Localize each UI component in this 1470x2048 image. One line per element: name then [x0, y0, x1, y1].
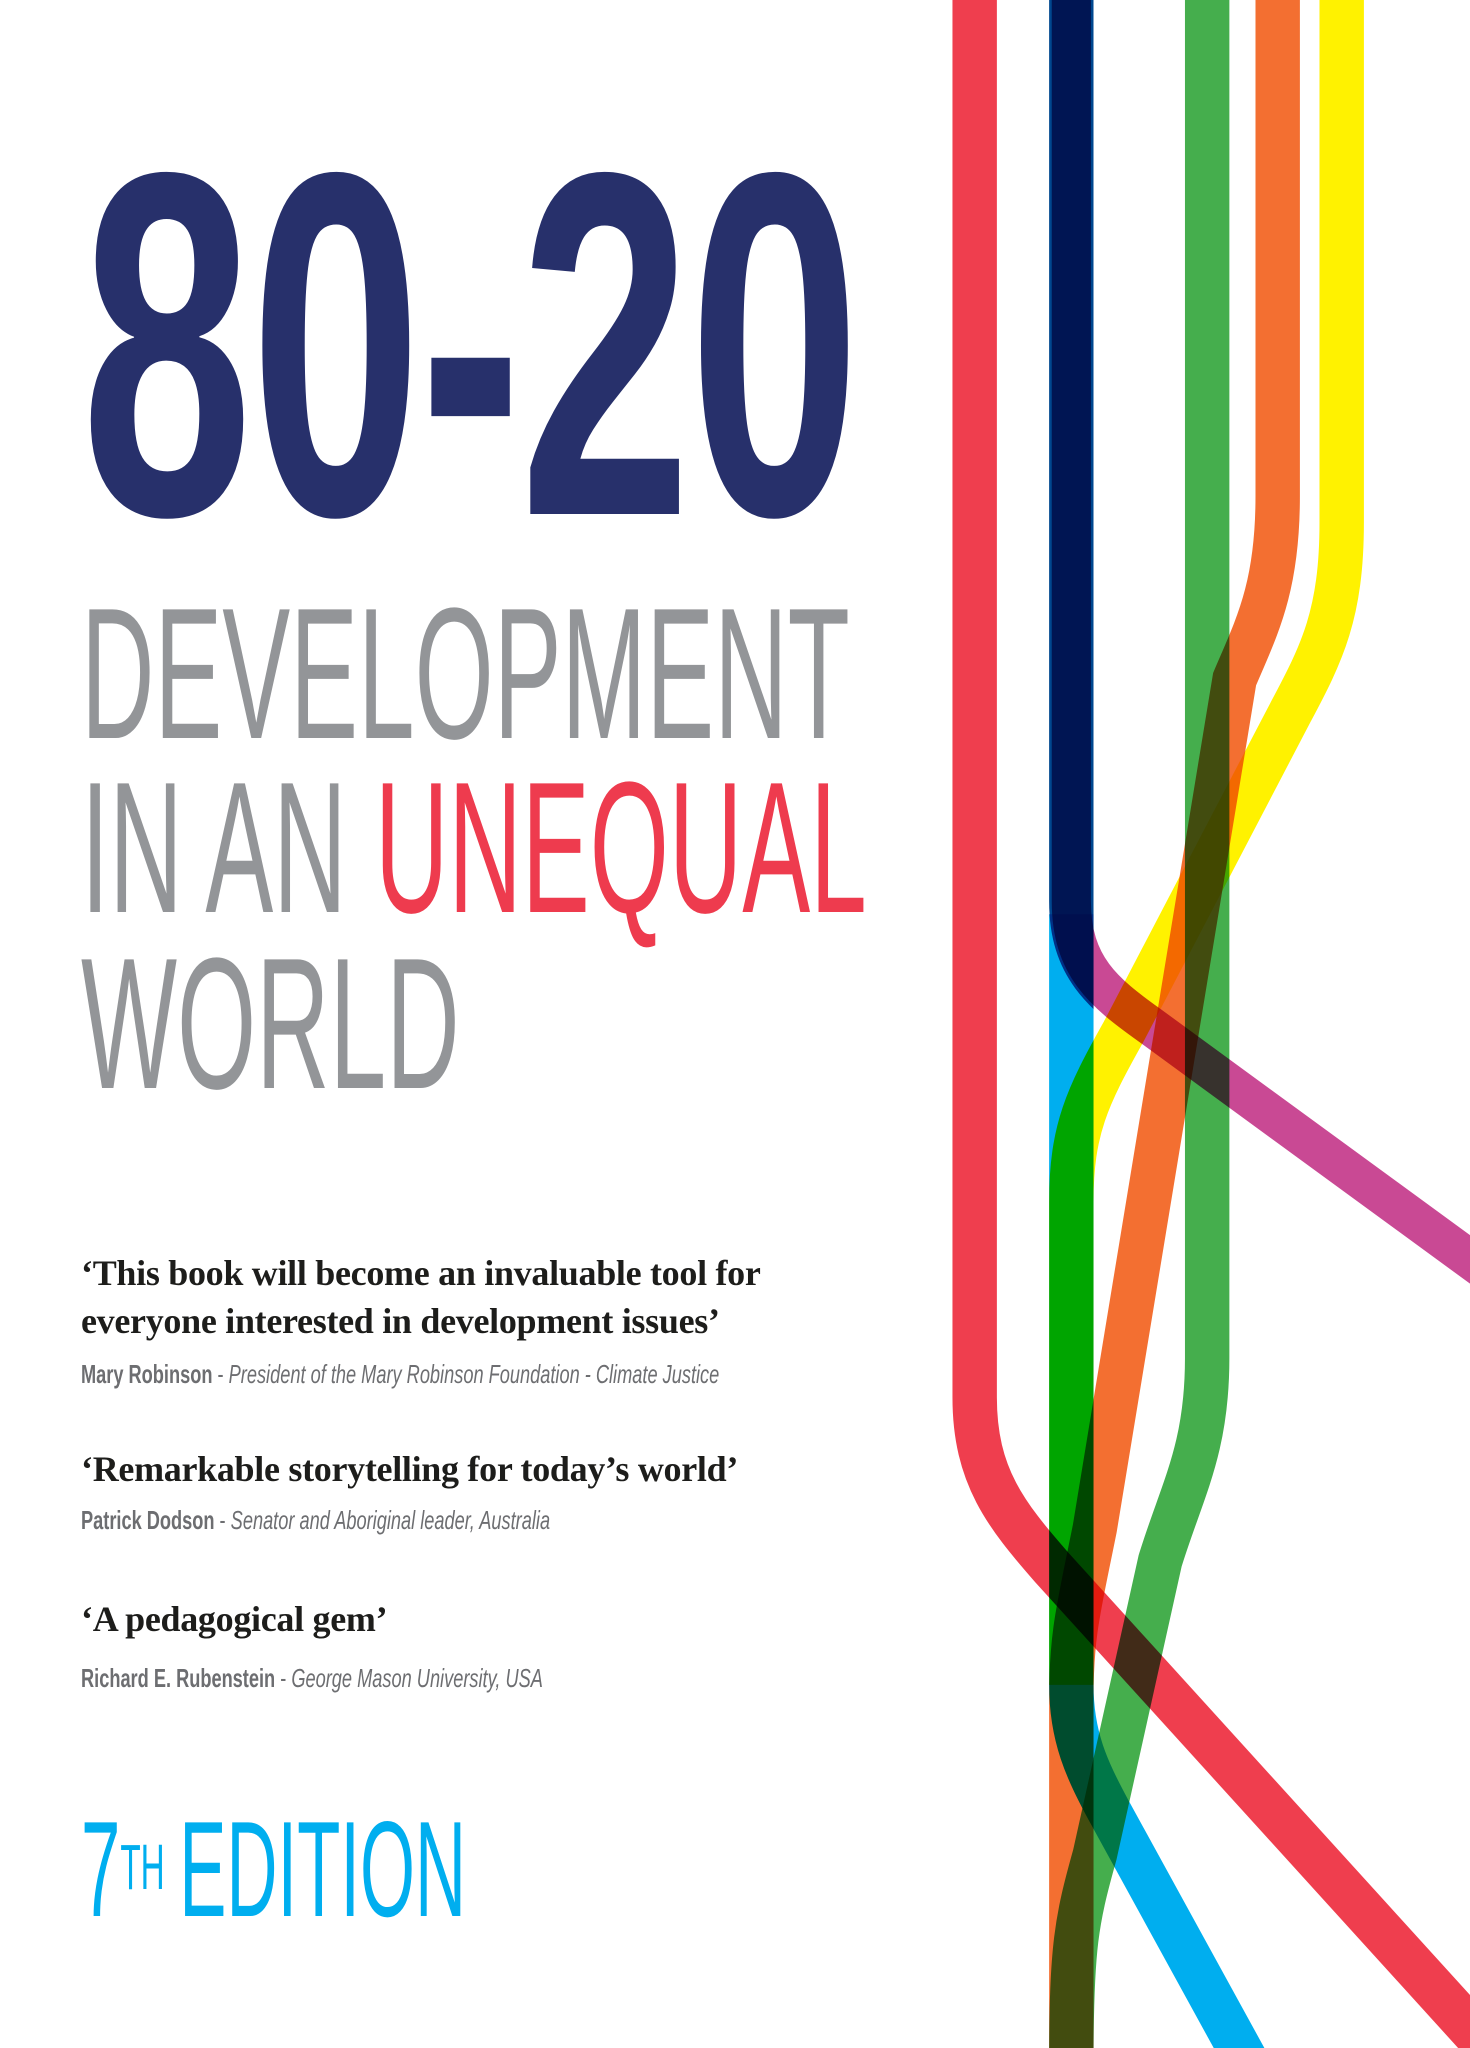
subtitle-unequal: UNEQUAL: [374, 743, 867, 952]
subtitle-line-2: IN AN UNEQUAL: [81, 754, 867, 941]
quote-1-attribution: Mary Robinson - President of the Mary Ro…: [81, 1361, 719, 1387]
quote-3: ‘A pedagogical gem’: [81, 1599, 388, 1639]
book-title: 80-20: [81, 70, 860, 618]
quote-1-line-1: ‘This book will become an invaluable too…: [81, 1253, 761, 1293]
quote-3-name: Richard E. Rubenstein: [81, 1663, 276, 1693]
subtitle-line-3: WORLD: [81, 919, 460, 1128]
subtitle-line-1: DEVELOPMENT: [81, 569, 850, 778]
edition-label: 7TH EDITION: [81, 1801, 466, 1937]
edition-number: 7: [81, 1793, 121, 1945]
quote-2-name: Patrick Dodson: [81, 1505, 215, 1535]
quote-3-role: George Mason University, USA: [291, 1663, 543, 1693]
yellow-stripe: [1049, 0, 1364, 1685]
edition-text: EDITION: [179, 1793, 467, 1945]
separator: -: [275, 1663, 292, 1693]
quote-1-line-2: everyone interested in development issue…: [81, 1301, 720, 1341]
green-stripe: [1049, 0, 1230, 2048]
orange-stripe: [1049, 0, 1300, 2048]
quote-2-role: Senator and Aboriginal leader, Australia: [230, 1505, 551, 1535]
separator: -: [214, 1505, 231, 1535]
subtitle-in-an: IN AN: [81, 743, 375, 952]
separator: -: [212, 1359, 229, 1389]
quote-3-attribution: Richard E. Rubenstein - George Mason Uni…: [81, 1665, 543, 1691]
red-stripe: [952, 0, 1470, 2048]
quote-1-name: Mary Robinson: [81, 1359, 213, 1389]
quote-2: ‘Remarkable storytelling for today’s wor…: [81, 1449, 739, 1489]
quote-2-attribution: Patrick Dodson - Senator and Aboriginal …: [81, 1507, 550, 1533]
quote-1-role: President of the Mary Robinson Foundatio…: [228, 1359, 720, 1389]
edition-suffix: TH: [120, 1831, 165, 1903]
